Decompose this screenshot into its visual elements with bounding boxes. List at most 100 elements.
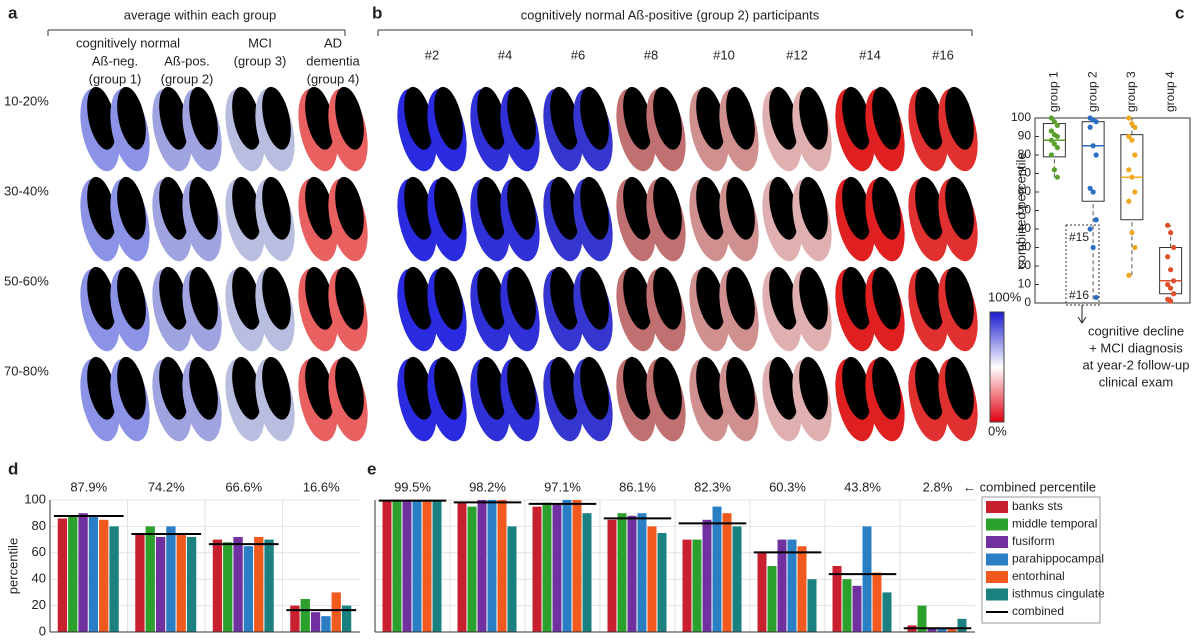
bar: [212, 539, 223, 632]
brain-mask: [507, 266, 536, 330]
bar: [832, 566, 842, 632]
brain-mask: [477, 86, 506, 150]
column-label: #2: [425, 47, 439, 62]
brain-mask: [507, 356, 536, 420]
bar: [155, 536, 166, 632]
point: [1090, 189, 1096, 195]
column-label: AD: [324, 35, 342, 50]
brain-mask: [623, 86, 652, 150]
brain-mask: [159, 356, 188, 420]
brain-mask: [769, 356, 798, 420]
y-axis-label: combined percentile: [1013, 152, 1028, 268]
bar: [321, 616, 331, 632]
point: [1093, 119, 1099, 125]
panel-label: d: [8, 459, 18, 478]
point: [1087, 185, 1093, 191]
bar: [917, 605, 927, 632]
brain-mask: [842, 86, 871, 150]
colorbar-label: 100%: [988, 289, 1022, 304]
brain-mask: [842, 356, 871, 420]
point: [1054, 145, 1060, 151]
legend-label: banks sts: [1012, 499, 1063, 513]
legend-swatch: [986, 501, 1008, 513]
bar: [927, 628, 937, 632]
column-label: #12: [786, 47, 808, 62]
point: [1168, 298, 1174, 304]
x-tick-label: group 4: [1163, 71, 1177, 112]
point: [1048, 137, 1054, 143]
box: [1159, 247, 1183, 295]
note: + MCI diagnosis: [1089, 340, 1183, 355]
point: [1132, 124, 1138, 130]
brain-mask: [189, 356, 218, 420]
y-tick-label: 100: [24, 491, 46, 506]
legend-label: middle temporal: [1012, 517, 1097, 531]
brain-mask: [550, 176, 579, 240]
value-label: 86.1%: [619, 479, 656, 494]
point: [1165, 254, 1171, 260]
y-tick-label: 50: [1018, 203, 1032, 217]
brain-mask: [623, 176, 652, 240]
brain-mask: [117, 176, 146, 240]
brain-mask: [580, 356, 609, 420]
column-label: #16: [932, 47, 954, 62]
column-label: (group 2): [161, 71, 214, 86]
brain-mask: [305, 266, 334, 330]
brain-mask: [623, 266, 652, 330]
legend-label: combined: [1012, 604, 1064, 618]
brain-mask: [945, 86, 974, 150]
value-label: 97.1%: [544, 479, 581, 494]
brain-mask: [653, 266, 682, 330]
brain-mask: [799, 86, 828, 150]
y-tick-label: 40: [1018, 221, 1032, 235]
brain-mask: [262, 266, 291, 330]
point: [1129, 137, 1135, 143]
brain-mask: [159, 86, 188, 150]
value-label: 74.2%: [148, 479, 185, 494]
row-label: 50-60%: [4, 273, 49, 288]
bar: [872, 572, 882, 632]
bar: [402, 500, 412, 632]
bar: [702, 519, 712, 632]
bar: [807, 579, 817, 632]
panel-label: a: [8, 3, 18, 22]
point: [1087, 226, 1093, 232]
row-label: 70-80%: [4, 363, 49, 378]
brain-mask: [434, 356, 463, 420]
bar: [532, 506, 542, 632]
y-tick-label: 90: [1018, 129, 1032, 143]
bar: [777, 539, 787, 632]
y-tick-label: 60: [1018, 184, 1032, 198]
brain-mask: [87, 266, 116, 330]
note: at year-2 follow-up: [1083, 357, 1190, 372]
column-label: Aß-neg.: [92, 53, 138, 68]
brain-mask: [434, 176, 463, 240]
point: [1132, 244, 1138, 251]
column-label: (group 1): [89, 71, 142, 86]
point: [1093, 152, 1099, 158]
bar: [457, 502, 467, 632]
y-tick-label: 0: [39, 623, 46, 638]
bar: [627, 515, 637, 632]
row-label: 10-20%: [4, 93, 49, 108]
y-axis-label: percentile: [5, 538, 20, 594]
column-label: #14: [859, 47, 881, 62]
point: [1126, 167, 1132, 173]
brain-mask: [87, 86, 116, 150]
bar: [882, 592, 892, 632]
brain-mask: [262, 176, 291, 240]
bar: [692, 539, 702, 632]
bar: [392, 500, 402, 632]
bar: [862, 526, 872, 632]
value-label: 66.6%: [225, 479, 262, 494]
brain-mask: [769, 86, 798, 150]
brain-mask: [159, 176, 188, 240]
bar: [432, 500, 442, 632]
y-tick-label: 80: [32, 518, 46, 533]
panel-title: cognitively normal Aß-positive (group 2)…: [521, 7, 820, 22]
bar: [331, 592, 341, 632]
brain-mask: [232, 86, 261, 150]
column-label: (group 3): [234, 53, 287, 68]
point: [1129, 230, 1135, 236]
brain-mask: [696, 86, 725, 150]
